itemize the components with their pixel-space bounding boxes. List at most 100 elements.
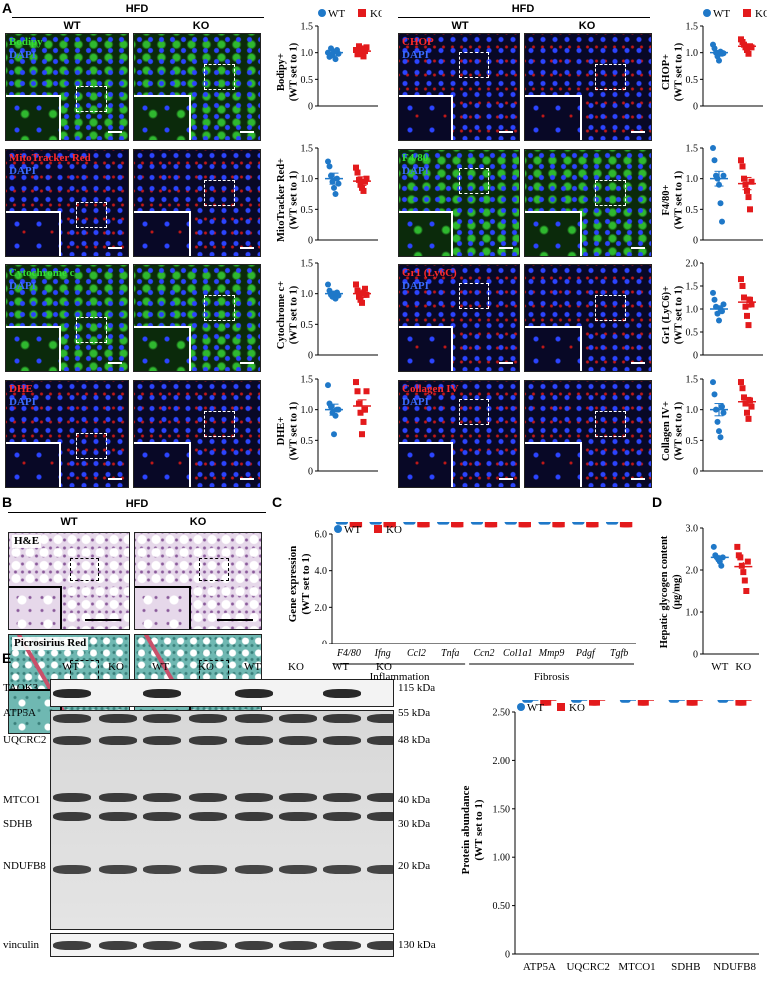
data-point-ko [492, 522, 498, 528]
data-point-ko [390, 522, 396, 528]
data-point-ko [353, 281, 359, 288]
y-axis-label-line: Protein abundance [460, 786, 472, 875]
data-point-ko [748, 301, 755, 308]
data-point-wt [720, 301, 727, 308]
protein-band [143, 812, 181, 821]
data-point-wt [711, 157, 718, 164]
inset-zoom [399, 211, 453, 256]
dapi-label: DAPI [402, 49, 429, 61]
y-tick-label: 0.5 [301, 205, 314, 216]
category-label: Ifng [374, 648, 391, 659]
data-point-wt [718, 562, 725, 569]
data-point-ko [745, 322, 752, 329]
data-point-ko [739, 163, 746, 170]
inset-zoom [134, 211, 191, 256]
data-point-ko [458, 522, 464, 528]
data-point-ko [745, 50, 752, 57]
protein-band [235, 714, 273, 723]
data-point-ko [748, 403, 755, 410]
header-rule [398, 17, 650, 18]
inset-zoom [399, 95, 453, 140]
header-rule [12, 17, 264, 18]
data-point-wt [720, 409, 727, 416]
panel-label-b: B [2, 494, 13, 510]
data-point-wt [710, 379, 716, 386]
protein-band [323, 865, 361, 874]
data-point-ko [738, 562, 745, 569]
kda-marker: 115 kDa [398, 682, 436, 694]
protein-band [279, 793, 317, 802]
protein-band [189, 941, 227, 950]
protein-name: NDUFB8 [3, 860, 46, 872]
protein-band [99, 736, 137, 745]
legend-wt-marker [517, 703, 525, 711]
data-point-ko [360, 418, 367, 425]
roi-box [76, 433, 107, 459]
y-axis-label: CHOP+ (WT set to 1) [661, 42, 685, 101]
data-point-wt [328, 403, 334, 410]
y-axis-label-line: (WT set to 1) [289, 401, 300, 460]
stain-label: H&E [12, 535, 42, 548]
y-tick-label: 0 [693, 236, 698, 247]
protein-band [99, 865, 137, 874]
scale-bar [631, 362, 645, 364]
y-tick-label: 0.5 [686, 436, 699, 447]
scale-bar [499, 131, 513, 133]
roi-box [204, 64, 235, 90]
category-label: Tgfb [610, 648, 628, 659]
y-tick-label: 0 [505, 950, 510, 961]
protein-name: MTCO1 [3, 794, 41, 806]
data-point-ko [357, 50, 364, 57]
roi-box [76, 317, 107, 343]
y-tick-label: 0.5 [301, 320, 314, 331]
data-point-ko [357, 181, 364, 188]
data-point-wt [717, 200, 724, 207]
inset-zoom [6, 211, 61, 256]
protein-abundance-chart: 0 0.50 1.00 1.50 2.00 2.50 ATP5A UQCRC2 MTCO1 SDH… [460, 700, 759, 973]
protein-band [279, 941, 317, 950]
protein-band [279, 736, 317, 745]
y-axis-label-line: Bodipy+ [276, 53, 287, 91]
stain-label: MitoTracker Red DAPI [9, 152, 91, 178]
legend-wt-marker [334, 525, 342, 533]
y-axis-label: Gr1 (LyC6)+ (WT set to 1) [661, 285, 685, 344]
dapi-label: DAPI [9, 280, 36, 292]
data-point-ko [356, 522, 363, 528]
data-point-ko [738, 379, 744, 386]
stain-label: Gr1 (Ly6C) DAPI [402, 267, 457, 293]
inset-zoom [9, 586, 62, 629]
y-tick-label: 0 [693, 351, 698, 362]
scale-bar [108, 362, 122, 364]
micrograph-image: Gr1 (Ly6C) DAPI [398, 264, 520, 372]
y-tick-label: 6.0 [315, 530, 328, 541]
protein-name: TAOK3 [3, 682, 39, 694]
y-tick-label: 0.5 [301, 436, 314, 447]
y-tick-label: 0 [693, 467, 698, 478]
y-tick-label: 1.5 [301, 144, 314, 155]
y-tick-label: 0 [308, 351, 313, 362]
data-point-ko [594, 700, 600, 706]
protein-band [323, 941, 361, 950]
scale-bar [240, 362, 254, 364]
dapi-label: DAPI [402, 396, 429, 408]
y-tick-label: 0 [693, 102, 698, 113]
y-tick-label: 0 [308, 467, 313, 478]
micrograph-image [133, 264, 261, 372]
kda-marker: 20 kDa [398, 860, 431, 872]
data-point-ko [743, 588, 750, 594]
quantification-chart: 0 0.5 1.0 1.5 F4/80+ (WT set to 1) [661, 144, 763, 247]
protein-band [235, 689, 273, 698]
y-tick-label: 1.0 [686, 174, 699, 185]
data-point-ko [359, 431, 365, 438]
data-point-ko [745, 194, 752, 201]
legend-wt-marker [318, 9, 326, 17]
data-point-wt [331, 184, 337, 191]
y-tick-label: 1.0 [301, 289, 314, 300]
data-point-wt [716, 428, 722, 435]
data-point-ko [360, 53, 367, 60]
dapi-label: DAPI [9, 165, 36, 177]
stain-label: F4/80 DAPI [402, 152, 429, 178]
data-point-ko [545, 700, 552, 706]
data-point-ko [739, 283, 746, 289]
